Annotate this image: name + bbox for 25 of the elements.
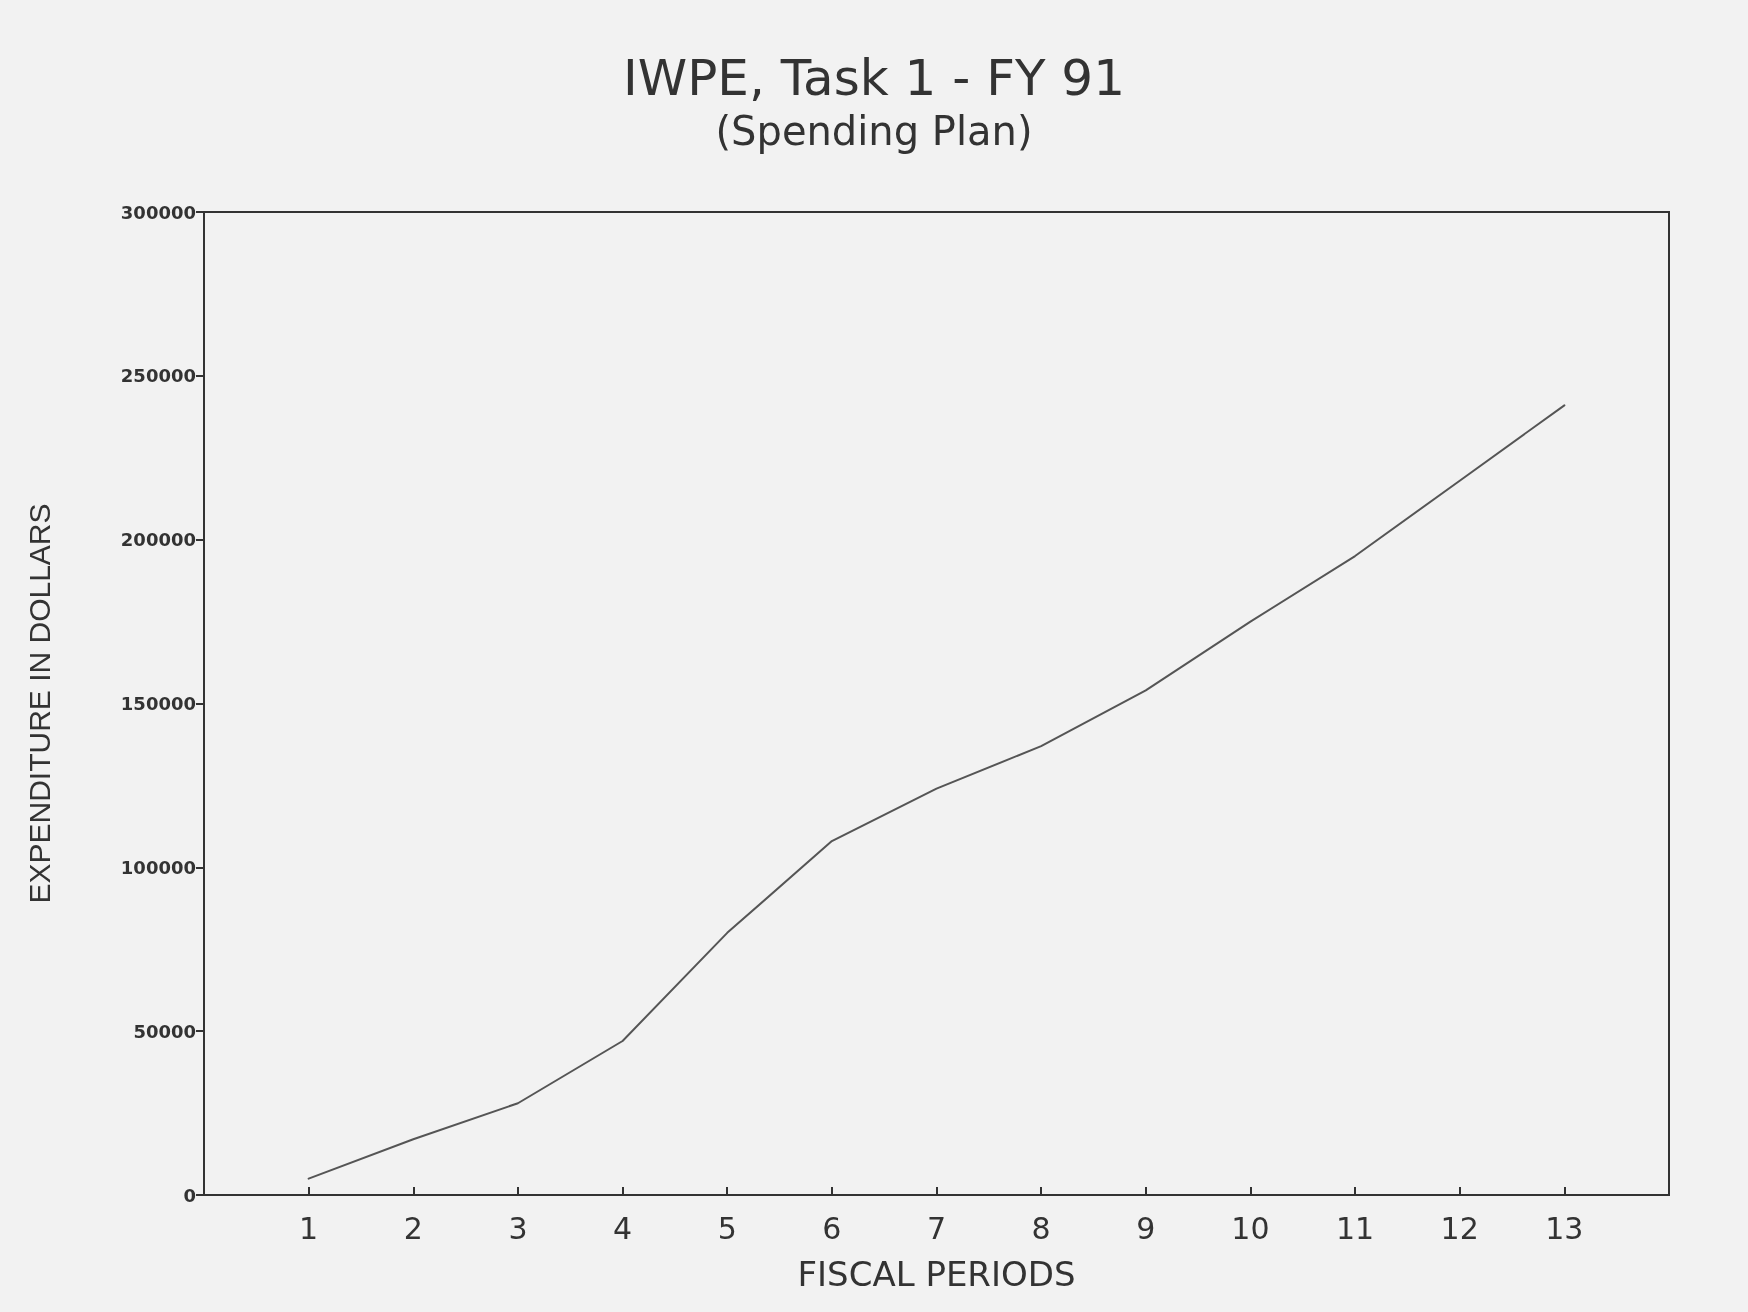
line-series <box>307 404 1566 1180</box>
x-tick-label: 10 <box>1231 1210 1270 1246</box>
y-tick-label: 250000 <box>120 365 196 387</box>
y-axis-title: EXPENDITURE IN DOLLARS <box>22 503 56 904</box>
x-tick-label: 13 <box>1545 1210 1584 1246</box>
y-tick-label: 100000 <box>120 856 196 878</box>
x-tick-label: 9 <box>1136 1210 1156 1246</box>
x-tick-label: 8 <box>1031 1210 1051 1246</box>
chart-title: IWPE, Task 1 - FY 91 <box>623 49 1125 107</box>
y-tick-label: 50000 <box>133 1020 196 1042</box>
x-tick-label: 4 <box>613 1210 633 1246</box>
chart-subtitle: (Spending Plan) <box>715 108 1033 154</box>
x-tick-label: 5 <box>717 1210 737 1246</box>
y-tick-label: 0 <box>183 1184 196 1206</box>
x-tick-label: 11 <box>1335 1210 1375 1246</box>
x-tick-label: 3 <box>508 1210 528 1246</box>
x-tick-label: 2 <box>403 1210 423 1246</box>
y-tick-label: 150000 <box>120 693 196 714</box>
x-tick-label: 12 <box>1440 1210 1479 1246</box>
x-axis-title: FISCAL PERIODS <box>797 1254 1076 1294</box>
y-tick-label: 200000 <box>120 529 196 551</box>
y-tick-label: 300000 <box>120 201 196 223</box>
x-tick-label: 7 <box>926 1210 947 1246</box>
x-tick-label: 6 <box>822 1210 842 1246</box>
x-tick-label: 1 <box>299 1210 319 1246</box>
